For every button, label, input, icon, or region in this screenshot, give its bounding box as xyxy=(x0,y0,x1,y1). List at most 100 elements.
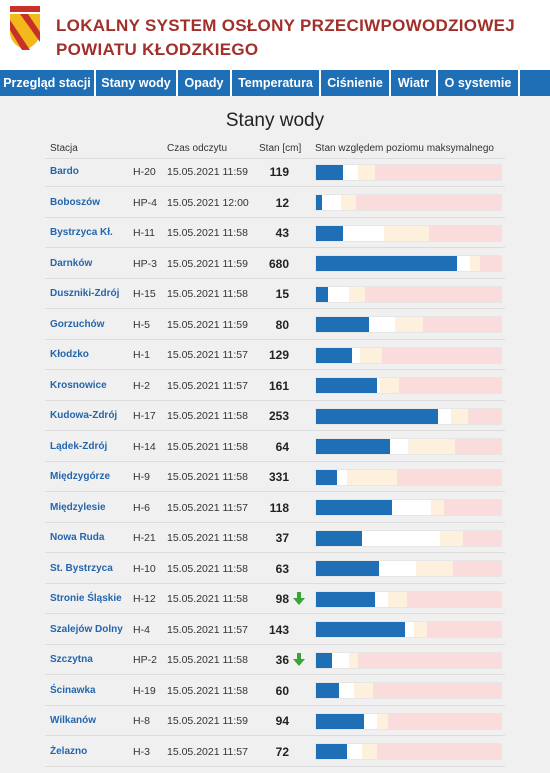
station-link[interactable]: Międzygórze xyxy=(50,471,111,482)
row-separator xyxy=(45,308,505,309)
level-bar-segment xyxy=(315,499,392,516)
reading-time: 15.05.2021 11:58 xyxy=(167,440,248,453)
station-code: H-9 xyxy=(133,471,150,483)
water-level: 94 xyxy=(275,714,289,728)
station-link[interactable]: Nowa Ruda xyxy=(50,532,105,543)
level-bar-frame xyxy=(315,286,502,303)
station-link[interactable]: Kłodzko xyxy=(50,349,89,360)
water-level: 60 xyxy=(275,683,289,698)
row-separator xyxy=(45,430,505,431)
level-bar-segment xyxy=(423,316,502,333)
reading-time: 15.05.2021 11:57 xyxy=(167,501,248,514)
station-link[interactable]: Lądek-Zdrój xyxy=(50,440,108,452)
level-bar-segment xyxy=(378,560,416,577)
reading-time: 15.05.2021 11:58 xyxy=(167,562,248,575)
nav-link[interactable]: Stany wody xyxy=(96,70,178,96)
column-header: Stacja xyxy=(50,143,78,154)
station-link[interactable]: Darnków xyxy=(50,257,93,269)
reading-time: 15.05.2021 11:57 xyxy=(167,745,248,758)
level-bar-segment xyxy=(382,346,502,364)
level-bar-segment xyxy=(315,438,390,455)
row-separator xyxy=(45,765,505,767)
level-bar-frame xyxy=(315,438,502,455)
level-bar-segment xyxy=(315,316,370,333)
level-bar-segment xyxy=(397,468,502,486)
level-bar-segment xyxy=(451,407,469,425)
station-code: HP-3 xyxy=(133,257,157,270)
nav-link[interactable]: Ciśnienie xyxy=(321,70,391,96)
station-link[interactable]: Kudowa-Zdrój xyxy=(50,410,118,421)
level-bar-frame xyxy=(315,621,502,638)
station-link[interactable]: Wilkanów xyxy=(50,715,97,726)
level-bar-segment xyxy=(384,224,430,242)
station-link[interactable]: Ścinawka xyxy=(50,684,96,696)
level-bar-segment xyxy=(354,682,373,699)
level-bar-segment xyxy=(455,438,502,455)
station-code: H-1 xyxy=(133,349,150,361)
water-level: 119 xyxy=(269,165,289,179)
row-separator xyxy=(45,704,505,706)
row-separator xyxy=(45,247,505,248)
level-bar-segment xyxy=(470,255,480,272)
water-level: 331 xyxy=(268,470,289,484)
nav-link[interactable]: Przegląd stacji xyxy=(0,70,96,96)
station-link[interactable]: Stronie Śląskie xyxy=(50,593,122,604)
level-bar-segment xyxy=(457,255,471,272)
station-link[interactable]: St. Bystrzyca xyxy=(50,562,113,574)
water-level: 63 xyxy=(275,561,289,576)
water-level: 15 xyxy=(275,287,289,301)
water-level: 12 xyxy=(275,195,289,210)
level-bar-frame xyxy=(315,255,502,272)
level-bar-segment xyxy=(331,651,349,669)
level-bar-frame xyxy=(315,347,502,364)
level-bar-segment xyxy=(315,651,332,669)
level-bar-segment xyxy=(391,499,431,516)
reading-time: 15.05.2021 11:58 xyxy=(167,593,248,605)
water-level: 64 xyxy=(275,439,289,454)
nav-link[interactable]: Opady xyxy=(178,70,232,96)
level-bar-segment xyxy=(363,712,377,730)
level-bar-segment xyxy=(427,621,502,638)
level-bar-segment xyxy=(315,163,344,181)
station-link[interactable]: Szalejów Dolny xyxy=(50,623,123,635)
level-bar-segment xyxy=(315,560,379,577)
row-separator xyxy=(45,399,505,401)
level-bar-segment xyxy=(440,529,463,547)
level-bar-segment xyxy=(365,285,502,303)
station-link[interactable]: Duszniki-Zdrój xyxy=(50,288,120,299)
level-bar-segment xyxy=(337,468,347,486)
level-bar-segment xyxy=(315,743,347,760)
station-link[interactable]: Krosnowice xyxy=(50,379,107,391)
level-bar-segment xyxy=(387,590,407,608)
station-code: H-14 xyxy=(133,440,156,453)
level-bar-frame xyxy=(315,530,502,547)
station-link[interactable]: Bystrzyca Kł. xyxy=(50,227,113,238)
water-level: 161 xyxy=(268,378,289,393)
station-link[interactable]: Boboszów xyxy=(50,196,100,208)
nav-link[interactable]: O systemie xyxy=(438,70,520,96)
station-link[interactable]: Szczytna xyxy=(50,654,93,665)
level-bar-segment xyxy=(462,529,502,547)
arrow-icon xyxy=(293,653,305,666)
trend-arrow xyxy=(293,653,305,666)
station-link[interactable]: Międzylesie xyxy=(50,501,106,513)
level-bar-frame xyxy=(315,316,502,333)
row-separator xyxy=(45,491,505,492)
level-bar-segment xyxy=(406,590,502,608)
arrow-icon xyxy=(293,592,305,605)
level-bar-segment xyxy=(346,468,398,486)
nav-link[interactable]: Wiatr xyxy=(391,70,438,96)
station-link[interactable]: Żelazno xyxy=(50,745,88,757)
station-link[interactable]: Gorzuchów xyxy=(50,318,105,330)
level-bar-frame xyxy=(315,499,502,516)
level-bar-segment xyxy=(361,743,377,760)
water-level: 98 xyxy=(275,592,289,606)
column-header: Czas odczytu xyxy=(167,143,228,154)
station-link[interactable]: Bardo xyxy=(50,166,79,177)
reading-time: 15.05.2021 11:58 xyxy=(167,410,248,422)
level-bar-segment xyxy=(415,560,454,577)
row-separator xyxy=(45,674,505,675)
water-level: 37 xyxy=(275,531,289,545)
nav-link[interactable]: Temperatura xyxy=(232,70,321,96)
reading-time: 15.05.2021 11:57 xyxy=(167,379,248,392)
